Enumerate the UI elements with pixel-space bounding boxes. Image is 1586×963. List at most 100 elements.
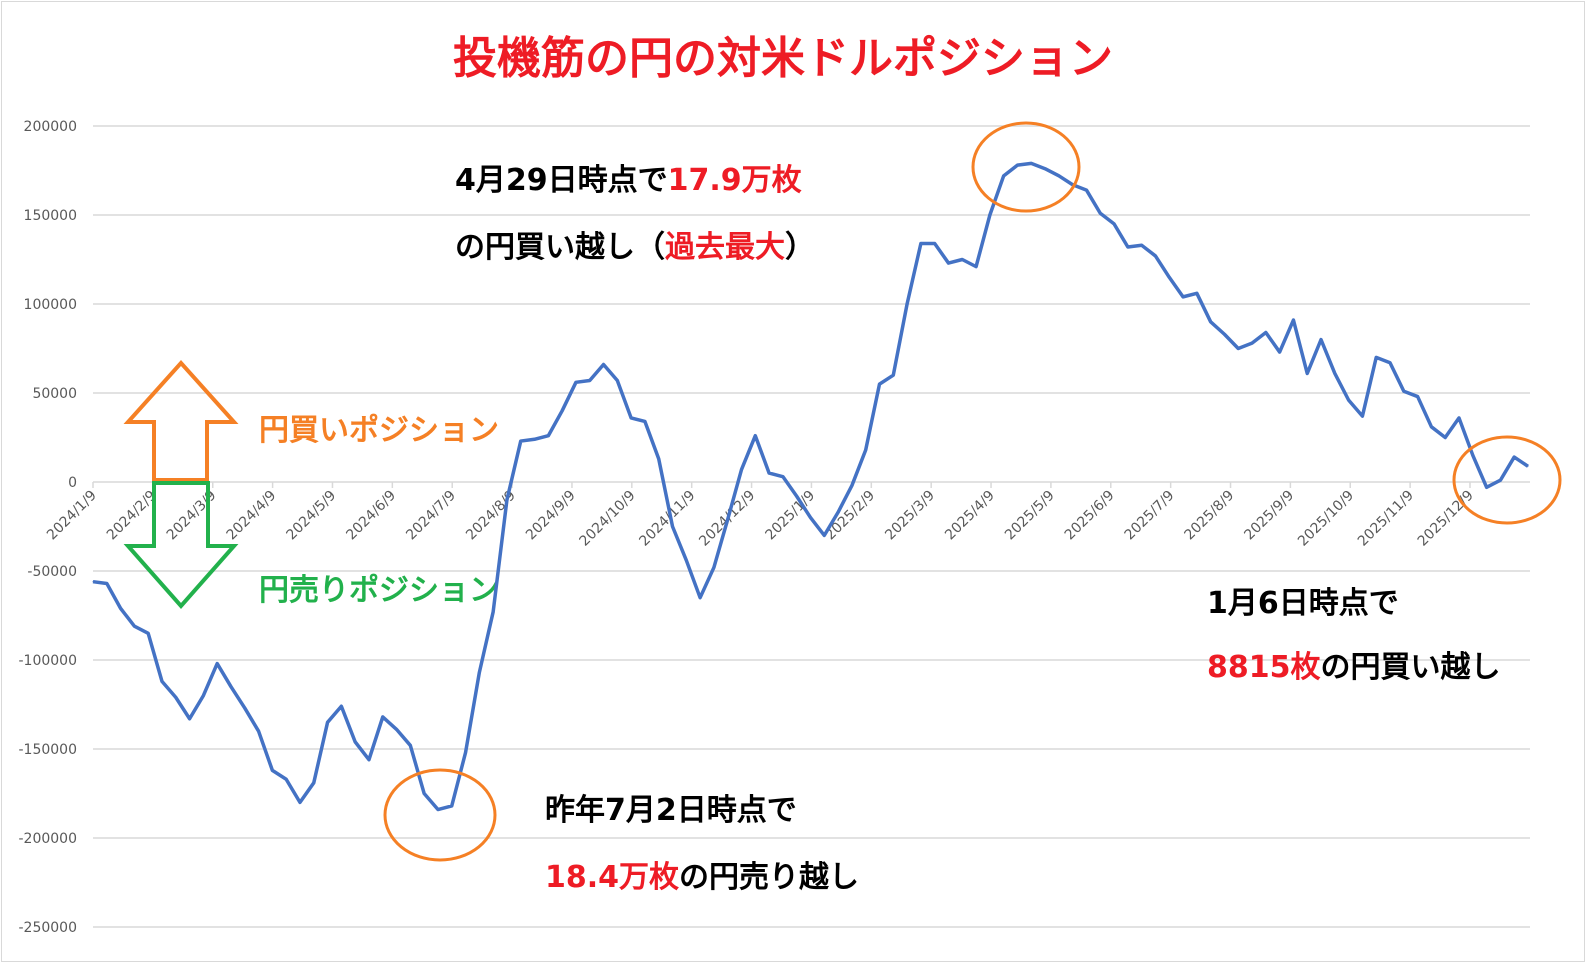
data-point (1168, 276, 1170, 278)
data-point (961, 259, 963, 260)
trough-highlight-circle (383, 768, 497, 862)
x-tick-label: 2024/10/9 (577, 488, 639, 550)
y-tick-label: 0 (68, 475, 77, 491)
data-point (1030, 162, 1032, 164)
data-point (561, 410, 563, 412)
data-point (1417, 396, 1419, 398)
data-point (1472, 454, 1474, 456)
x-tick-label: 2025/11/9 (1355, 488, 1417, 550)
peak-paren-text: ） (785, 230, 815, 265)
x-tick-label: 2025/10/9 (1295, 488, 1357, 550)
data-point (1348, 399, 1350, 401)
data-point (1085, 189, 1087, 191)
peak-record-text: 過去最大 (665, 230, 785, 265)
data-point (1292, 319, 1294, 321)
data-point (1237, 348, 1239, 349)
data-point (368, 759, 370, 761)
x-tick-label: 2024/2/9 (104, 488, 160, 544)
data-point (1486, 486, 1488, 488)
data-point (1403, 390, 1405, 392)
data-point (1513, 456, 1515, 458)
data-point (796, 495, 798, 497)
peak-desc-text: の円買い越し（ (455, 230, 665, 265)
data-point (492, 611, 494, 613)
y-tick-label: -250000 (19, 920, 78, 936)
data-point (1182, 296, 1184, 298)
data-point (271, 769, 273, 771)
position-arrows: 円買いポジション 円売りポジション (123, 360, 499, 610)
latest-value-text: 8815枚 (1207, 650, 1321, 685)
trough-desc-text: の円売り越し (679, 860, 860, 895)
data-point (547, 435, 549, 437)
series-points (92, 162, 1529, 811)
peak-value-text: 17.9万枚 (667, 163, 802, 198)
data-point (216, 663, 218, 665)
data-point (768, 472, 770, 474)
data-point (727, 518, 729, 520)
data-point (1265, 331, 1267, 333)
data-point (92, 581, 94, 583)
data-point (451, 805, 453, 807)
data-point (865, 449, 867, 451)
data-point (396, 728, 398, 730)
data-point (1044, 168, 1046, 170)
data-point (1527, 465, 1529, 467)
trough-annotation-line2: 18.4万枚の円売り越し (545, 852, 859, 896)
x-tick-label: 2025/2/9 (822, 488, 878, 544)
data-point (1430, 426, 1432, 428)
data-point (409, 744, 411, 746)
data-point (823, 534, 825, 536)
data-point (699, 597, 701, 599)
data-point (989, 214, 991, 216)
data-point (189, 718, 191, 720)
peak-highlight-circle (971, 121, 1081, 213)
x-tick-label: 2024/4/9 (224, 488, 280, 544)
data-point (1099, 212, 1101, 214)
data-point (1196, 292, 1198, 294)
data-point (837, 511, 839, 513)
data-point (1223, 333, 1225, 335)
data-point (106, 582, 108, 584)
data-point (1127, 246, 1129, 248)
gridlines (93, 125, 1530, 928)
data-point (1306, 372, 1308, 374)
data-point (1444, 437, 1446, 438)
data-point (644, 420, 646, 422)
data-point (534, 438, 536, 440)
data-point (244, 707, 246, 709)
data-point (133, 625, 135, 627)
y-tick-label: -50000 (27, 564, 77, 580)
trough-value-text: 18.4万枚 (545, 860, 680, 895)
data-point (354, 741, 356, 743)
peak-annotation-line1: 4月29日時点で17.9万枚 (455, 155, 802, 199)
x-tick-label: 2025/7/9 (1122, 488, 1178, 544)
y-tick-label: -100000 (19, 653, 78, 669)
y-tick-label: 200000 (24, 119, 77, 135)
latest-highlight-circle (1452, 435, 1562, 525)
data-point (741, 469, 743, 471)
y-tick-label: 50000 (32, 386, 77, 402)
data-point (1210, 321, 1212, 323)
data-point (851, 485, 853, 487)
x-tick-label: 2024/9/9 (523, 488, 579, 544)
y-tick-label: -200000 (19, 831, 78, 847)
sell-position-label: 円売りポジション (259, 573, 499, 608)
x-tick-label: 2025/9/9 (1241, 488, 1297, 544)
data-point (478, 671, 480, 673)
data-point (120, 607, 122, 609)
data-point (878, 383, 880, 385)
data-point (1334, 372, 1336, 374)
x-tick-label: 2024/3/9 (164, 488, 220, 544)
data-point (423, 793, 425, 794)
data-point (1361, 415, 1363, 417)
buy-position-label: 円買いポジション (259, 413, 499, 448)
data-point (658, 458, 660, 460)
data-point (1389, 362, 1391, 364)
x-tick-label: 2025/8/9 (1182, 488, 1238, 544)
data-point (299, 801, 301, 803)
data-point (1113, 223, 1115, 225)
data-point (1251, 342, 1253, 344)
data-point (175, 696, 177, 698)
